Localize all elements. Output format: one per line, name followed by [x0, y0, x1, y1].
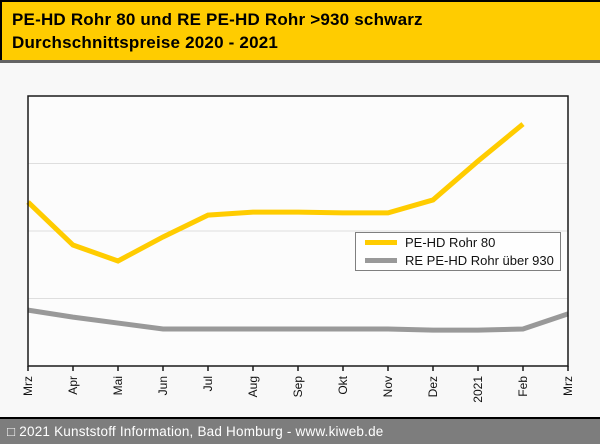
x-tick-label: Aug: [246, 376, 260, 397]
footer-bar: □ 2021 Kunststoff Information, Bad Hombu…: [0, 417, 600, 444]
x-tick-label: 2021: [471, 376, 485, 403]
x-tick-label: Sep: [291, 376, 305, 398]
footer-copyright-text: □ 2021 Kunststoff Information, Bad Hombu…: [7, 424, 384, 439]
x-tick-label: Jul: [201, 376, 215, 391]
series-line-1: [27, 307, 569, 333]
legend-swatch-yellow-line: [365, 239, 397, 245]
x-tick-label: Jun: [156, 376, 170, 395]
x-tick-label: Mrz: [21, 376, 35, 396]
x-tick-label: Nov: [381, 376, 395, 397]
price-line-chart: Mrz Apr Mai Jun Jul Aug Sep Okt Nov Dez 2021 Feb Mrz: [21, 95, 575, 403]
chart-body: Mrz Apr Mai Jun Jul Aug Sep Okt Nov Dez 2021 Feb Mrz…: [0, 63, 600, 417]
chart-legend: PE-HD Rohr 80 RE PE-HD Rohr über 930: [355, 232, 561, 271]
chart-title: PE-HD Rohr 80 und RE PE-HD Rohr >930 sch…: [2, 2, 600, 54]
legend-item-re-pe-hd-rohr-ueber-930: RE PE-HD Rohr über 930: [356, 252, 560, 271]
chart-title-line2: Durchschnittspreise 2020 - 2021: [12, 33, 279, 52]
x-tick-label: Apr: [66, 376, 80, 395]
legend-item-pe-hd-rohr-80: PE-HD Rohr 80: [356, 233, 560, 252]
x-tick-label: Dez: [426, 376, 440, 397]
series-line-0: [26, 122, 525, 264]
legend-label: RE PE-HD Rohr über 930: [405, 253, 554, 269]
x-tick-label: Okt: [336, 375, 350, 394]
legend-label: PE-HD Rohr 80: [405, 234, 496, 250]
header-divider: [0, 60, 600, 63]
chart-header: PE-HD Rohr 80 und RE PE-HD Rohr >930 sch…: [0, 0, 600, 60]
x-tick-label: Mrz: [561, 376, 575, 396]
legend-swatch-gray-line: [365, 258, 397, 264]
chart-title-line1: PE-HD Rohr 80 und RE PE-HD Rohr >930 sch…: [12, 10, 423, 29]
x-axis: Mrz Apr Mai Jun Jul Aug Sep Okt Nov Dez 2021 Feb Mrz: [21, 366, 575, 403]
x-tick-label: Feb: [516, 376, 530, 397]
x-tick-label: Mai: [111, 376, 125, 395]
